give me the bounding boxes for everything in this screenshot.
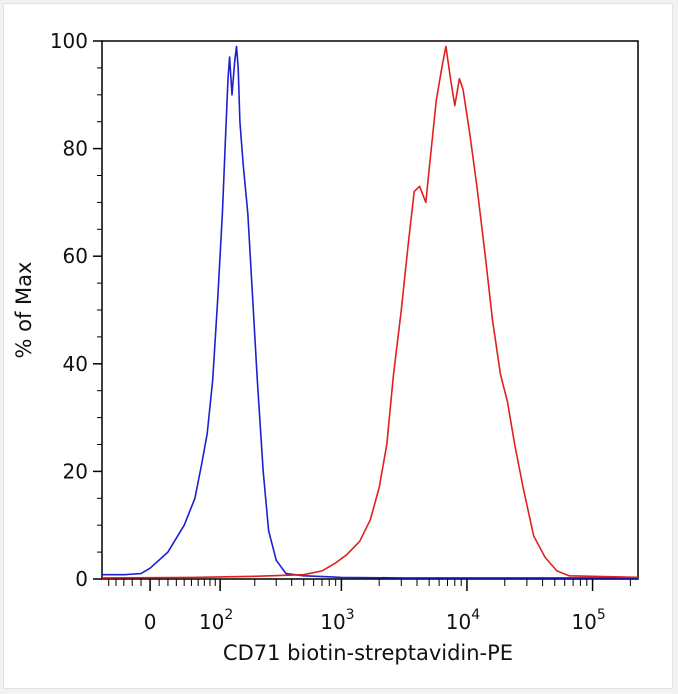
x-tick-exponent: 5 xyxy=(597,607,606,623)
plot-area xyxy=(101,40,639,580)
series-layer xyxy=(101,45,639,579)
x-tick-base: 10 xyxy=(571,610,596,634)
x-axis: 0 102 103 104 105 xyxy=(108,579,631,634)
x-tick-base: 10 xyxy=(446,610,471,634)
x-tick-exponent: 4 xyxy=(471,607,480,623)
x-tick-base: 10 xyxy=(199,610,224,634)
x-tick-label: 105 xyxy=(571,607,605,634)
y-tick-label: 100 xyxy=(50,29,88,53)
x-tick-exponent: 2 xyxy=(224,607,233,623)
y-tick-label: 20 xyxy=(63,459,88,483)
x-tick-label: 104 xyxy=(446,607,480,634)
x-tick-label: 103 xyxy=(320,607,354,634)
x-tick-base: 0 xyxy=(144,610,157,634)
y-axis: 0 20 40 60 80 100 xyxy=(50,29,102,591)
x-tick-exponent: 3 xyxy=(346,607,355,623)
y-axis-title: % of Max xyxy=(12,262,36,359)
x-axis-title: CD71 biotin-streptavidin-PE xyxy=(223,641,513,665)
y-tick-label: 0 xyxy=(75,567,88,591)
x-tick-label: 0 xyxy=(144,610,157,634)
y-tick-label: 40 xyxy=(63,352,88,376)
x-tick-label: 102 xyxy=(199,607,233,634)
x-tick-base: 10 xyxy=(320,610,345,634)
y-tick-label: 80 xyxy=(63,137,88,161)
series-line-2 xyxy=(101,45,639,579)
y-tick-label: 60 xyxy=(63,244,88,268)
